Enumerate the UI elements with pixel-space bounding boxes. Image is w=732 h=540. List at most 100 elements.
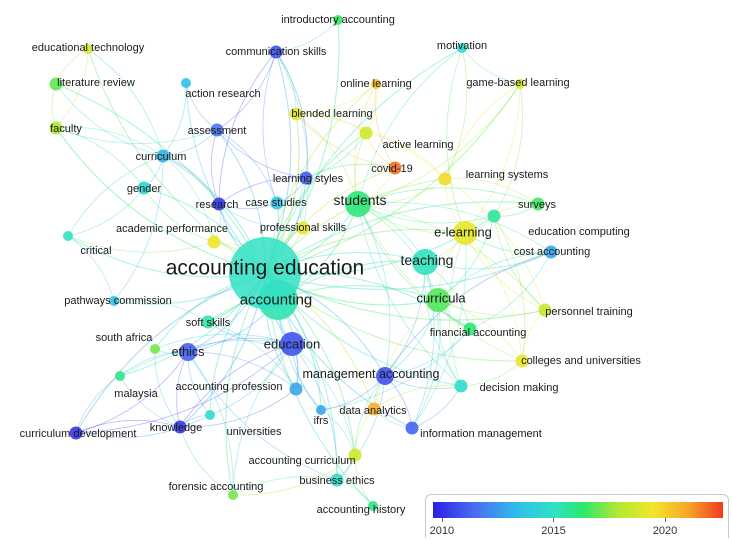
label-personnel-training[interactable]: personnel training: [545, 306, 632, 318]
node-educational-technology[interactable]: [83, 44, 93, 54]
node-faculty[interactable]: [49, 121, 63, 135]
node-covid-19[interactable]: [388, 161, 402, 175]
node-academic-performance[interactable]: [207, 235, 221, 249]
label-e-learning[interactable]: e-learning: [434, 225, 492, 240]
label-financial-accounting[interactable]: financial accounting: [430, 327, 527, 339]
label-accounting-history[interactable]: accounting history: [317, 504, 406, 516]
label-accounting-curriculum[interactable]: accounting curriculum: [249, 455, 356, 467]
label-online-learning[interactable]: online learning: [340, 78, 412, 90]
label-accounting-education[interactable]: accounting education: [166, 257, 365, 280]
node-learning-styles[interactable]: [299, 171, 313, 185]
node-colleges-and-universities[interactable]: [515, 354, 529, 368]
label-research[interactable]: research: [196, 199, 239, 211]
node-accounting-education[interactable]: [229, 237, 301, 309]
node-cost-accounting[interactable]: [544, 245, 558, 259]
label-accounting-profession[interactable]: accounting profession: [175, 381, 282, 393]
label-management-accounting[interactable]: management accounting: [303, 367, 440, 381]
node-assessment[interactable]: [210, 123, 224, 137]
node-data-analytics[interactable]: [367, 402, 381, 416]
node-case-studies[interactable]: [270, 196, 284, 210]
label-education[interactable]: education: [264, 337, 320, 352]
label-blended-learning[interactable]: blended learning: [291, 108, 372, 120]
label-decision-making[interactable]: decision making: [480, 382, 559, 394]
label-colleges-and-universities[interactable]: colleges and universities: [521, 355, 641, 367]
node-financial-accounting[interactable]: [463, 322, 477, 336]
node-business-ethics[interactable]: [330, 473, 344, 487]
node-malaysia[interactable]: [115, 371, 125, 381]
label-critical[interactable]: critical: [80, 245, 111, 257]
label-active-learning[interactable]: active learning: [383, 139, 454, 151]
label-universities[interactable]: universities: [226, 426, 282, 438]
node-professional-skills[interactable]: [296, 221, 310, 235]
label-cost-accounting[interactable]: cost accounting: [514, 246, 590, 258]
node-teaching[interactable]: [412, 249, 438, 275]
node-accounting-curriculum[interactable]: [348, 448, 362, 462]
label-professional-skills[interactable]: professional skills: [260, 222, 347, 234]
node-knowledge[interactable]: [173, 420, 187, 434]
node-curriculum[interactable]: [156, 149, 170, 163]
node-pathways-commission[interactable]: [109, 296, 119, 306]
label-south-africa[interactable]: south africa: [96, 332, 154, 344]
node-education-computing[interactable]: [487, 209, 501, 223]
node-curriculum-development[interactable]: [69, 426, 83, 440]
label-covid-19[interactable]: covid-19: [371, 163, 413, 175]
node-decision-making[interactable]: [454, 379, 468, 393]
label-faculty[interactable]: faculty: [50, 123, 82, 135]
node-e-learning[interactable]: [453, 221, 477, 245]
node-students[interactable]: [345, 191, 371, 217]
node-ethics[interactable]: [179, 343, 197, 361]
label-knowledge[interactable]: knowledge: [150, 422, 203, 434]
label-learning-systems[interactable]: learning systems: [466, 169, 549, 181]
label-teaching[interactable]: teaching: [401, 252, 454, 268]
node-learning-systems[interactable]: [438, 172, 452, 186]
label-curriculum[interactable]: curriculum: [136, 151, 187, 163]
node-forensic-accounting[interactable]: [228, 490, 238, 500]
label-game-based-learning[interactable]: game-based learning: [466, 77, 569, 89]
node-research[interactable]: [212, 197, 226, 211]
label-educational-technology[interactable]: educational technology: [32, 42, 145, 54]
label-learning-styles[interactable]: learning styles: [273, 173, 344, 185]
node-universities[interactable]: [205, 410, 215, 420]
label-education-computing[interactable]: education computing: [528, 226, 630, 238]
label-information-management[interactable]: information management: [420, 428, 542, 440]
label-malaysia[interactable]: malaysia: [114, 388, 158, 400]
label-curricula[interactable]: curricula: [416, 291, 466, 306]
node-gender[interactable]: [137, 181, 151, 195]
node-south-africa[interactable]: [150, 344, 160, 354]
label-surveys[interactable]: surveys: [518, 199, 556, 211]
node-active-learning[interactable]: [359, 126, 373, 140]
label-pathways-commission[interactable]: pathways commission: [64, 295, 172, 307]
node-introductory-accounting[interactable]: [333, 15, 343, 25]
node-game-based-learning[interactable]: [515, 79, 525, 89]
node-communication-skills[interactable]: [269, 45, 283, 59]
label-ifrs[interactable]: ifrs: [314, 415, 329, 427]
label-case-studies[interactable]: case studies: [245, 197, 307, 209]
label-business-ethics[interactable]: business ethics: [299, 475, 375, 487]
label-data-analytics[interactable]: data analytics: [339, 405, 407, 417]
label-motivation[interactable]: motivation: [437, 40, 487, 52]
node-curricula[interactable]: [426, 288, 450, 312]
node-online-learning[interactable]: [371, 79, 381, 89]
node-ifrs[interactable]: [316, 405, 326, 415]
label-academic-performance[interactable]: academic performance: [116, 223, 228, 235]
node-critical[interactable]: [63, 231, 73, 241]
node-surveys[interactable]: [531, 197, 545, 211]
label-accounting[interactable]: accounting: [240, 292, 313, 309]
label-communication-skills[interactable]: communication skills: [226, 46, 327, 58]
label-introductory-accounting[interactable]: introductory accounting: [281, 14, 395, 26]
node-literature-review[interactable]: [49, 77, 63, 91]
label-action-research[interactable]: action research: [185, 88, 260, 100]
node-education[interactable]: [280, 332, 304, 356]
node-accounting-profession[interactable]: [289, 382, 303, 396]
label-forensic-accounting[interactable]: forensic accounting: [169, 481, 264, 493]
label-ethics[interactable]: ethics: [172, 345, 205, 359]
label-gender[interactable]: gender: [127, 183, 162, 195]
node-personnel-training[interactable]: [538, 303, 552, 317]
label-assessment[interactable]: assessment: [188, 125, 247, 137]
label-literature-review[interactable]: literature review: [57, 77, 135, 89]
label-students[interactable]: students: [334, 192, 387, 208]
node-management-accounting[interactable]: [376, 367, 394, 385]
node-action-research[interactable]: [181, 78, 191, 88]
node-accounting-history[interactable]: [368, 501, 378, 511]
label-curriculum-development[interactable]: curriculum development: [20, 428, 137, 440]
